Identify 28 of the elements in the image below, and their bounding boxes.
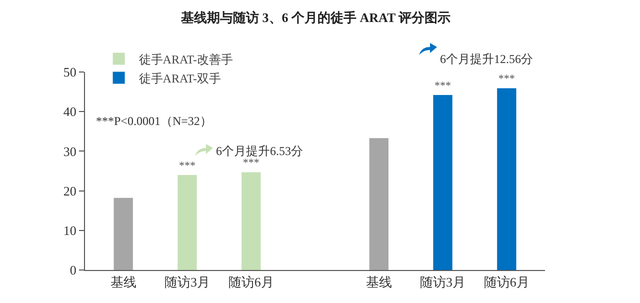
y-tick-label: 30 [63,144,76,159]
y-tick-label: 10 [63,222,76,238]
x-tick-label: 随访3月 [164,274,210,290]
annotation: ***P<0.0001（N=32） [96,114,212,128]
legend-label: 徒手ARAT-双手 [138,71,222,86]
annotation: 6个月提升6.53分 [216,144,303,158]
data-label: *** [498,73,515,86]
bar [242,172,261,270]
bar [114,198,133,270]
data-label: *** [242,157,260,170]
y-tick-label: 0 [70,262,76,278]
y-tick-label: 40 [63,104,76,120]
text: 6个月提升12.56分 [440,52,533,66]
x-tick-label: 随访3月 [420,274,466,290]
bar [369,138,388,270]
data-label: *** [434,80,452,92]
y-tick-label: 50 [63,64,76,80]
y-tick-label: 20 [63,183,76,198]
chart-title: 基线期与随访 3、6 个月的徒手 ARAT 评分图示 [180,10,451,25]
bar [433,94,452,270]
x-tick-label: 基线 [366,274,392,290]
data-label: *** [178,160,196,172]
x-tick-label: 随访6月 [484,274,530,290]
legend-label: 徒手ARAT-改善手 [138,52,234,66]
bar [178,174,197,270]
bar [497,88,516,270]
x-tick-label: 基线 [110,274,136,290]
x-tick-label: 随访6月 [228,274,274,290]
